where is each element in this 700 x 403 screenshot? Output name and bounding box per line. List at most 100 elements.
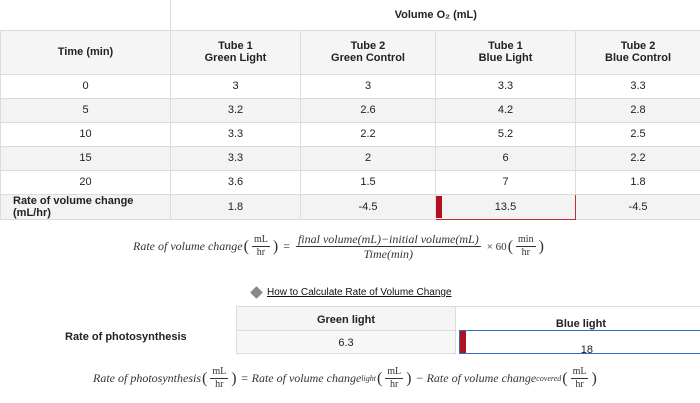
unit-fraction: mL hr: [570, 366, 589, 391]
unit-den: hr: [575, 379, 584, 390]
volume-header: Volume O₂ (mL): [170, 0, 700, 31]
value-cell: 3.3: [170, 145, 301, 171]
column-header: Tube 1 Blue Light: [435, 29, 576, 75]
formula2-lhs: Rate of photosynthesis: [93, 371, 201, 385]
value-cell: 1.5: [300, 169, 436, 195]
value-cell: 3: [300, 73, 436, 99]
value-cell: 3.2: [170, 97, 301, 123]
rate-value: -4.5: [574, 193, 700, 220]
value-cell: 2: [300, 145, 436, 171]
value-cell: 5.2: [435, 121, 576, 147]
table-row: 10 3.3 2.2 5.2 2.5: [0, 121, 700, 147]
unit-num: mL: [570, 366, 589, 379]
value-cell: 3.3: [435, 73, 576, 99]
value-cell: 6: [435, 145, 576, 171]
value-cell: 1.8: [574, 169, 700, 195]
paren: ): [272, 237, 279, 255]
column-header: Tube 1 Green Light: [170, 29, 301, 75]
formula2-eq: = Rate of volume change: [240, 371, 362, 385]
photosynthesis-table: Rate of photosynthesis Green light 6.3 B…: [0, 306, 700, 356]
column-header-line1: Tube 2: [620, 40, 656, 52]
paren: (: [507, 237, 514, 255]
unit-den: hr: [256, 247, 266, 258]
value-cell: 3.3: [170, 121, 301, 147]
answer-marker: [460, 331, 466, 353]
subscript-light: light: [361, 374, 376, 383]
column-header-line2: Blue Light: [478, 52, 533, 64]
paren: ): [538, 237, 544, 255]
unit-fraction: mL hr: [251, 234, 270, 259]
column-header-line1: Tube 2: [350, 40, 386, 52]
column-header-line2: Blue Control: [605, 52, 672, 64]
unit-num: mL: [251, 234, 270, 247]
rate-row: Rate of volume change (mL/hr) 1.8 -4.5 1…: [0, 193, 700, 220]
paren: ): [591, 369, 597, 387]
formula2-minus: − Rate of volume change: [415, 371, 537, 385]
min-fraction: min hr: [516, 234, 536, 259]
paren: ): [406, 369, 412, 387]
time-header: Time (min): [0, 29, 171, 75]
green-light-header: Green light: [236, 306, 456, 330]
value-cell: 2.5: [574, 121, 700, 147]
unit-num: mL: [385, 366, 404, 379]
subscript-covered: covered: [536, 374, 562, 383]
value-cell: 2.8: [574, 97, 700, 123]
paren: (: [202, 369, 208, 387]
min-den: hr: [521, 247, 530, 258]
rate-value: 1.8: [170, 193, 301, 220]
unit-den: hr: [390, 379, 399, 390]
value-cell: 3.6: [170, 169, 301, 195]
value-cell: 4.2: [435, 97, 576, 123]
paren: (: [243, 237, 249, 255]
column-header: Tube 2 Green Control: [300, 29, 436, 75]
main-fraction: final volume(mL)−initial volume(mL) Time(…: [295, 232, 481, 261]
column-header: Tube 2 Blue Control: [574, 29, 700, 75]
value-cell: 2.6: [300, 97, 436, 123]
formula-lhs: Rate of volume change: [133, 239, 243, 253]
table-row: 0 3 3 3.3 3.3: [0, 73, 700, 99]
time-cell: 10: [0, 121, 171, 147]
time-cell: 15: [0, 145, 171, 171]
main-den: Time(min): [363, 247, 414, 261]
unit-fraction: mL hr: [385, 366, 404, 391]
unit-num: mL: [210, 366, 229, 379]
diamond-icon: [250, 286, 263, 299]
green-light-value: 6.3: [236, 330, 456, 354]
min-num: min: [516, 234, 536, 247]
blue-light-header: Blue light: [456, 306, 700, 330]
value-cell: 3: [170, 73, 301, 99]
paren: (: [562, 369, 568, 387]
equals: =: [283, 239, 290, 253]
column-header-line2: Green Light: [204, 52, 267, 64]
table-row: 20 3.6 1.5 7 1.8: [0, 169, 700, 195]
table-row: 5 3.2 2.6 4.2 2.8: [0, 97, 700, 123]
how-to-calc-link[interactable]: How to Calculate Rate of Volume Change: [250, 286, 452, 299]
rate-answer-field[interactable]: 13.5: [435, 193, 576, 220]
paren: (: [376, 369, 383, 387]
column-header-line1: Tube 1: [218, 40, 253, 52]
link-text[interactable]: How to Calculate Rate of Volume Change: [267, 287, 452, 298]
volume-data-table: Volume O₂ (mL) Time (min) Tube 1 Green Li…: [0, 0, 700, 220]
value-cell: 7: [435, 169, 576, 195]
time-cell: 20: [0, 169, 171, 195]
rate-answer-value: 13.5: [494, 200, 517, 213]
unit-fraction: mL hr: [210, 366, 229, 391]
blue-light-answer-field[interactable]: 18: [459, 330, 700, 356]
value-cell: 3.3: [574, 73, 700, 99]
column-header-line2: Green Control: [331, 52, 405, 64]
table-row: 15 3.3 2 6 2.2: [0, 145, 700, 171]
main-num: final volume(mL)−initial volume(mL): [295, 232, 481, 247]
times-sixty: × 60: [486, 240, 507, 253]
answer-marker: [436, 195, 442, 218]
value-cell: 2.2: [300, 121, 436, 147]
value-cell: 2.2: [574, 145, 700, 171]
time-cell: 5: [0, 97, 171, 123]
rate-row-label: Rate of volume change (mL/hr): [0, 193, 171, 220]
rate-value: -4.5: [300, 193, 436, 220]
column-header-line1: Tube 1: [488, 40, 523, 52]
time-cell: 0: [0, 73, 171, 99]
blue-light-value: 18: [580, 344, 593, 356]
photosynthesis-label: Rate of photosynthesis: [65, 331, 187, 343]
photosynthesis-formula: Rate of photosynthesis ( mL hr ) = Rate o…: [93, 366, 598, 391]
rate-formula: Rate of volume change ( mL hr ) = final v…: [133, 232, 545, 261]
